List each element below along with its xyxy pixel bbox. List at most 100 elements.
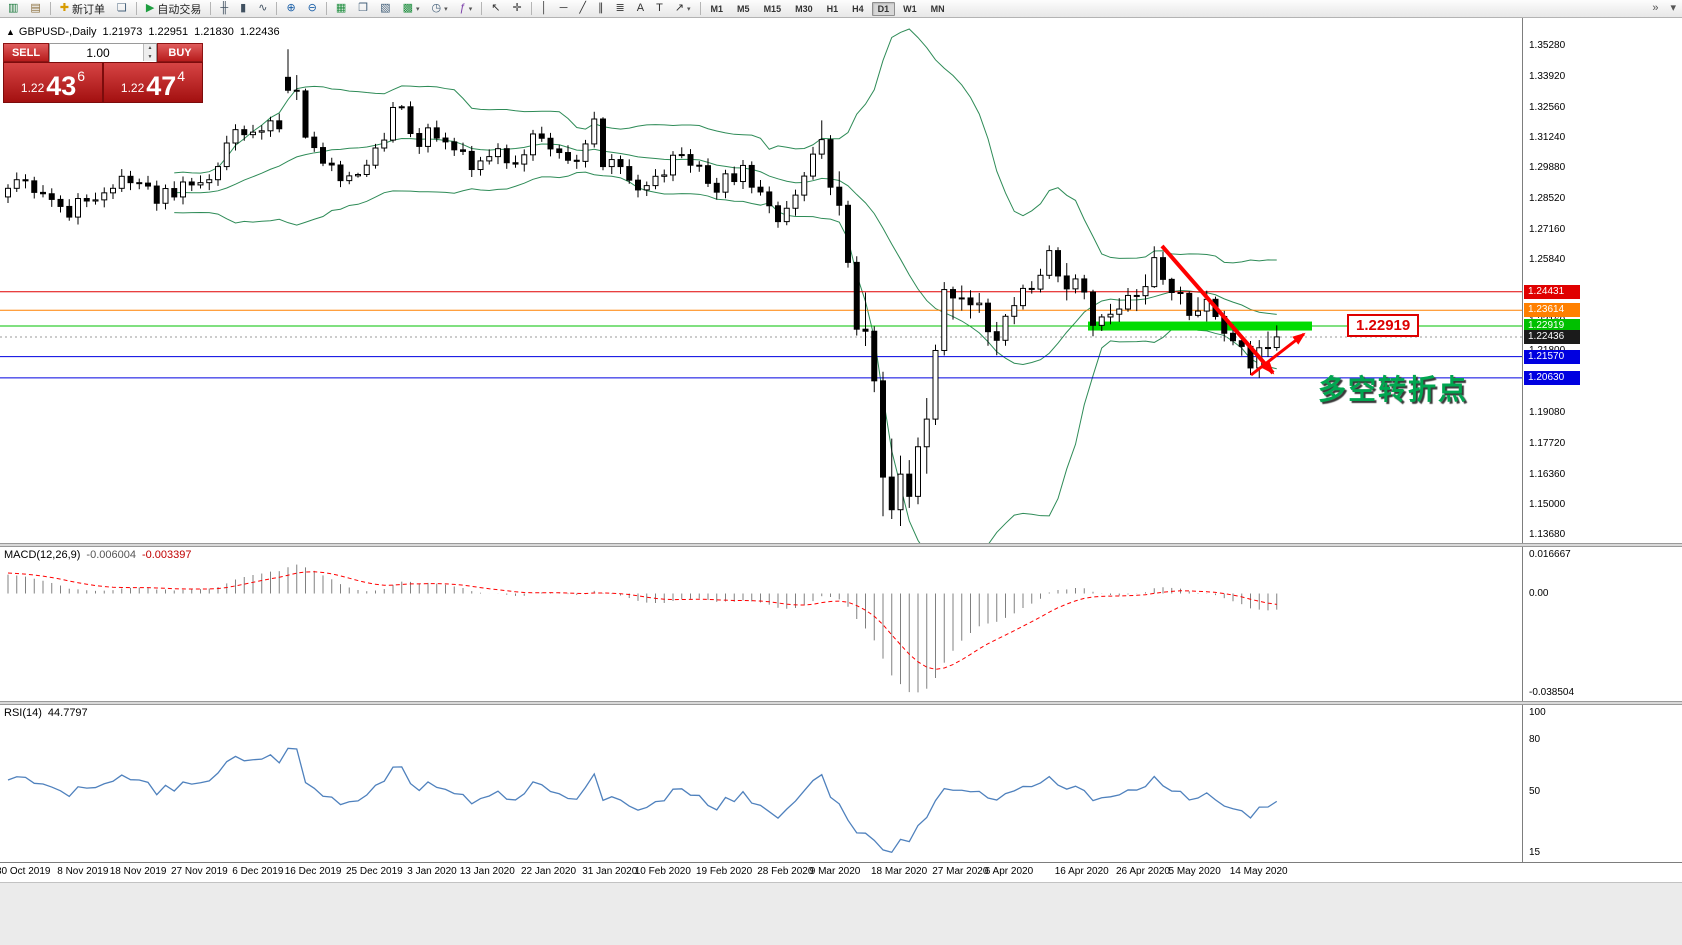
cursor-icon[interactable]: ↖ xyxy=(491,2,501,14)
time-axis-label: 27 Mar 2020 xyxy=(932,866,989,877)
macd-pane[interactable]: MACD(12,26,9) -0.006004 -0.003397 xyxy=(0,547,1522,701)
bar-chart-icon[interactable]: ╫ xyxy=(220,2,229,14)
zoom-in-icon[interactable]: ⊕ xyxy=(286,2,296,14)
indicators-dropdown[interactable]: ƒ ▾ xyxy=(459,2,473,14)
arrows-dropdown[interactable]: ↗ ▾ xyxy=(674,2,691,14)
text-icon[interactable]: A xyxy=(636,2,645,14)
sell-price-button[interactable]: 1.22 43 6 xyxy=(3,62,103,103)
time-axis-label: 16 Dec 2019 xyxy=(284,866,342,877)
one-click-collapse-icon[interactable]: ▲ xyxy=(6,27,15,37)
equidistant-channel-icon[interactable]: ∥ xyxy=(598,2,604,14)
time-axis-label: 10 Feb 2020 xyxy=(634,866,691,877)
chart-list-icon[interactable]: ❏ xyxy=(117,2,127,14)
annotation-text[interactable]: 多空转折点 xyxy=(1318,374,1469,405)
time-axis-label: 31 Jan 2020 xyxy=(582,866,638,877)
time-axis-label: 8 Nov 2019 xyxy=(57,866,109,877)
bottom-strip xyxy=(0,882,1682,945)
new-order-button-label: 新订单 xyxy=(72,3,106,16)
tile-windows-icon[interactable]: ▦ xyxy=(335,2,347,14)
price-scale[interactable]: 1.35280 1.33920 1.32560 1.31240 1.29880 1.285… xyxy=(1522,18,1682,862)
caret-down-icon: ▾ xyxy=(415,5,420,13)
sell-button[interactable]: SELL xyxy=(3,43,49,62)
macd-value: -0.006004 xyxy=(86,549,136,561)
time-axis-label: 3 Jan 2020 xyxy=(407,866,457,877)
support-rectangle[interactable] xyxy=(1088,321,1312,331)
timeframe-m15-button[interactable]: M15 xyxy=(763,3,782,14)
timeframe-mn-button[interactable]: MN xyxy=(930,3,945,14)
candlestick-chart-icon[interactable]: ▮ xyxy=(240,2,247,14)
trendline-icon[interactable]: ╱ xyxy=(579,2,586,14)
text-label-icon[interactable]: T xyxy=(656,2,663,14)
sell-price-figure: 1.22 xyxy=(20,81,45,95)
price-pane[interactable]: ▲ GBPUSD-,Daily 1.21973 1.22951 1.21830 1.224… xyxy=(0,18,1522,543)
price-callout-label[interactable]: 1.22919 xyxy=(1347,314,1420,337)
rsi-value: 44.7797 xyxy=(47,707,88,719)
timeframe-m30-button[interactable]: M30 xyxy=(795,3,813,14)
arrange-windows-icon[interactable]: ▧ xyxy=(380,2,391,14)
toolbar-separator xyxy=(49,2,51,15)
sell-price-point: 6 xyxy=(77,68,86,84)
trend-arrows[interactable] xyxy=(1160,244,1306,377)
volume-increase-button[interactable]: ▲ xyxy=(144,44,156,53)
vertical-line-icon[interactable]: │ xyxy=(540,2,548,14)
timeframe-h1-button[interactable]: H1 xyxy=(826,3,839,14)
time-axis-label: 22 Jan 2020 xyxy=(521,866,577,877)
timeframe-d1-button[interactable]: D1 xyxy=(871,1,896,16)
chart-window: ▲ GBPUSD-,Daily 1.21973 1.22951 1.21830 1.224… xyxy=(0,18,1682,945)
volume-input[interactable] xyxy=(50,44,156,62)
price-tick: 1.13680 xyxy=(1529,529,1566,541)
timeframe-h4-button[interactable]: H4 xyxy=(852,3,864,14)
ohlc-low: 1.21830 xyxy=(194,26,234,38)
time-axis[interactable]: 30 Oct 2019 8 Nov 2019 18 Nov 2019 27 Nov 2… xyxy=(0,862,1682,882)
autotrading-icon: ▶ xyxy=(145,2,155,14)
price-tick: 1.33920 xyxy=(1529,70,1566,82)
toolbar-options-icon[interactable]: ▾ xyxy=(1670,2,1676,14)
buy-price-button[interactable]: 1.22 47 4 xyxy=(103,62,203,103)
price-tick: 1.28520 xyxy=(1529,193,1566,205)
rsi-canvas xyxy=(7,747,1278,854)
toolbar: ▥ ▤ ✚ 新订单 ❏ ▶ 自动交易 ╫ ▮ ∿ ⊕ ⊖ ▦ ❐ ▧ ▩ ▾ ◷ ▾ ƒ ▾ ↖ ✛ │ ─ ╱ ∥ ≣ A T ↗ ▾ M1 M… xyxy=(0,0,1682,18)
zoom-out-icon[interactable]: ⊖ xyxy=(307,2,317,14)
one-click-trading-panel: SELL ▲ ▼ BUY 1.22 43 6 1.22 xyxy=(3,43,203,103)
periods-dropdown[interactable]: ◷ ▾ xyxy=(431,2,448,14)
volume-decrease-button[interactable]: ▼ xyxy=(144,52,156,61)
rsi-axis-80: 80 xyxy=(1529,733,1541,745)
autotrading-button[interactable]: ▶ 自动交易 xyxy=(141,0,206,18)
price-chart-canvas[interactable] xyxy=(0,18,1522,543)
time-axis-label: 16 Apr 2020 xyxy=(1054,866,1109,877)
price-tick: 1.35280 xyxy=(1529,40,1566,52)
price-tick: 1.27160 xyxy=(1529,223,1566,235)
time-axis-label: 25 Dec 2019 xyxy=(346,866,403,877)
new-chart-icon[interactable]: ▥ xyxy=(8,2,19,14)
pane-separator[interactable] xyxy=(0,701,1682,705)
timeframe-m1-button[interactable]: M1 xyxy=(710,3,724,14)
rsi-pane[interactable]: RSI(14) 44.7797 xyxy=(0,705,1522,862)
time-axis-label: 6 Dec 2019 xyxy=(232,866,284,877)
pane-separator[interactable] xyxy=(0,543,1682,547)
price-tick: 1.16360 xyxy=(1529,468,1566,480)
price-level-badge: 1.21570 xyxy=(1524,349,1580,364)
buy-button[interactable]: BUY xyxy=(157,43,203,62)
new-chart-dropdown[interactable]: ▩ ▾ xyxy=(402,2,420,14)
rsi-axis-100: 100 xyxy=(1529,707,1546,718)
profiles-icon[interactable]: ▤ xyxy=(30,2,41,14)
line-chart-icon[interactable]: ∿ xyxy=(258,2,268,14)
macd-canvas xyxy=(7,564,1278,693)
crosshair-icon[interactable]: ✛ xyxy=(512,2,522,14)
horizontal-line-icon[interactable]: ─ xyxy=(559,2,568,14)
fibonacci-icon[interactable]: ≣ xyxy=(615,2,625,14)
toolbar-separator xyxy=(210,2,212,15)
rsi-line xyxy=(7,747,1278,854)
timeframe-w1-button[interactable]: W1 xyxy=(903,3,917,14)
timeframe-m5-button[interactable]: M5 xyxy=(737,3,750,14)
chart-symbol-period: GBPUSD-,Daily xyxy=(18,26,97,38)
toolbar-separator xyxy=(325,2,327,15)
time-axis-label: 14 May 2020 xyxy=(1229,866,1288,877)
macd-label: MACD(12,26,9) -0.006004 -0.003397 xyxy=(4,549,192,561)
toolbar-separator xyxy=(530,2,532,15)
cascade-windows-icon[interactable]: ❐ xyxy=(358,2,369,14)
macd-name: MACD(12,26,9) xyxy=(4,549,81,561)
toolbar-expand-icon[interactable]: » xyxy=(1652,2,1659,14)
new-order-button[interactable]: ✚ 新订单 xyxy=(55,0,110,18)
price-tick: 1.17720 xyxy=(1529,437,1566,449)
